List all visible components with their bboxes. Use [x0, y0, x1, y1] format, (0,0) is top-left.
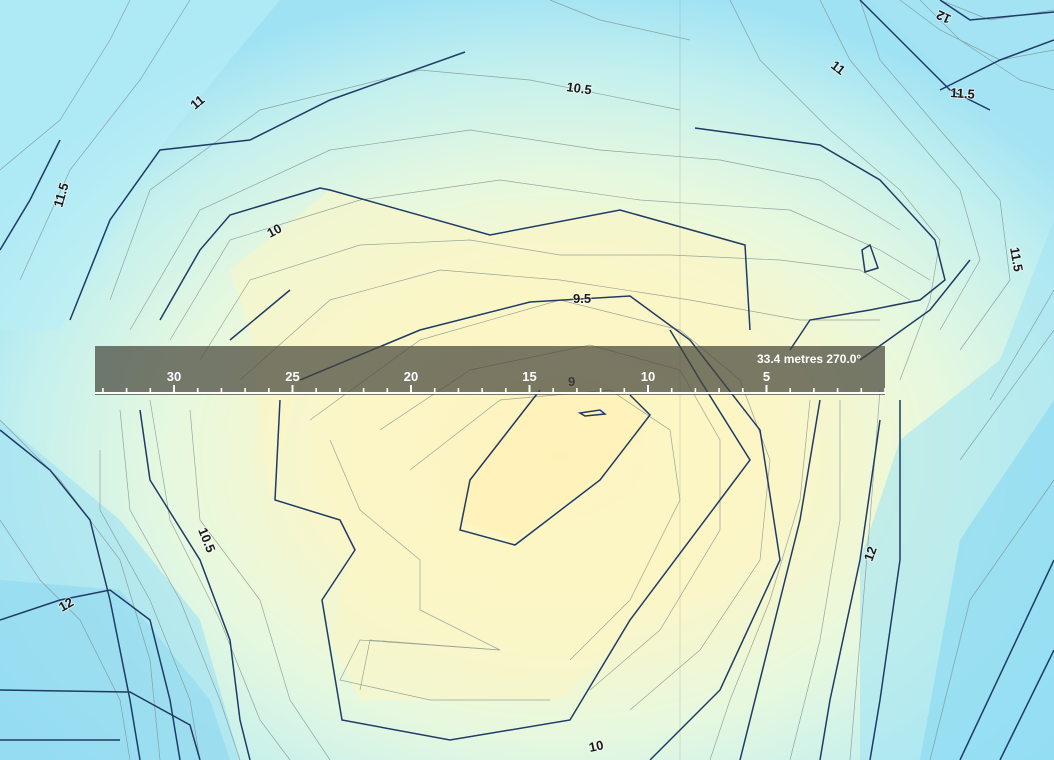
contour-label: 10 [588, 737, 605, 755]
contour-label: 12 [934, 7, 953, 27]
contour-label: 12 [861, 544, 880, 563]
measuring-ruler[interactable]: 30 25 20 15 10 5 33.4 metres 270.0° [95, 346, 886, 395]
contour-labels: 12 11 11.5 10.5 11 11.5 10 11.5 9.5 9 10… [49, 6, 1027, 756]
ruler-tick-labels: 30 25 20 15 10 5 [167, 369, 770, 384]
contour-label: 10.5 [566, 79, 593, 97]
ruler-scale: 30 25 20 15 10 5 [95, 369, 886, 394]
ruler-tick-label: 15 [522, 369, 536, 384]
contour-label: 9.5 [573, 291, 591, 306]
ruler-distance-bearing-readout: 33.4 metres 270.0° [757, 352, 862, 366]
ruler-tick-label: 20 [404, 369, 418, 384]
contour-label: 11.5 [950, 85, 976, 102]
ruler-tick-label: 5 [763, 369, 770, 384]
ruler-tick-label: 30 [167, 369, 181, 384]
ruler-ticks [102, 385, 886, 393]
ruler-tick-label: 10 [641, 369, 655, 384]
ruler-tick-label: 25 [285, 369, 299, 384]
contour-label: 11.5 [1007, 246, 1026, 273]
